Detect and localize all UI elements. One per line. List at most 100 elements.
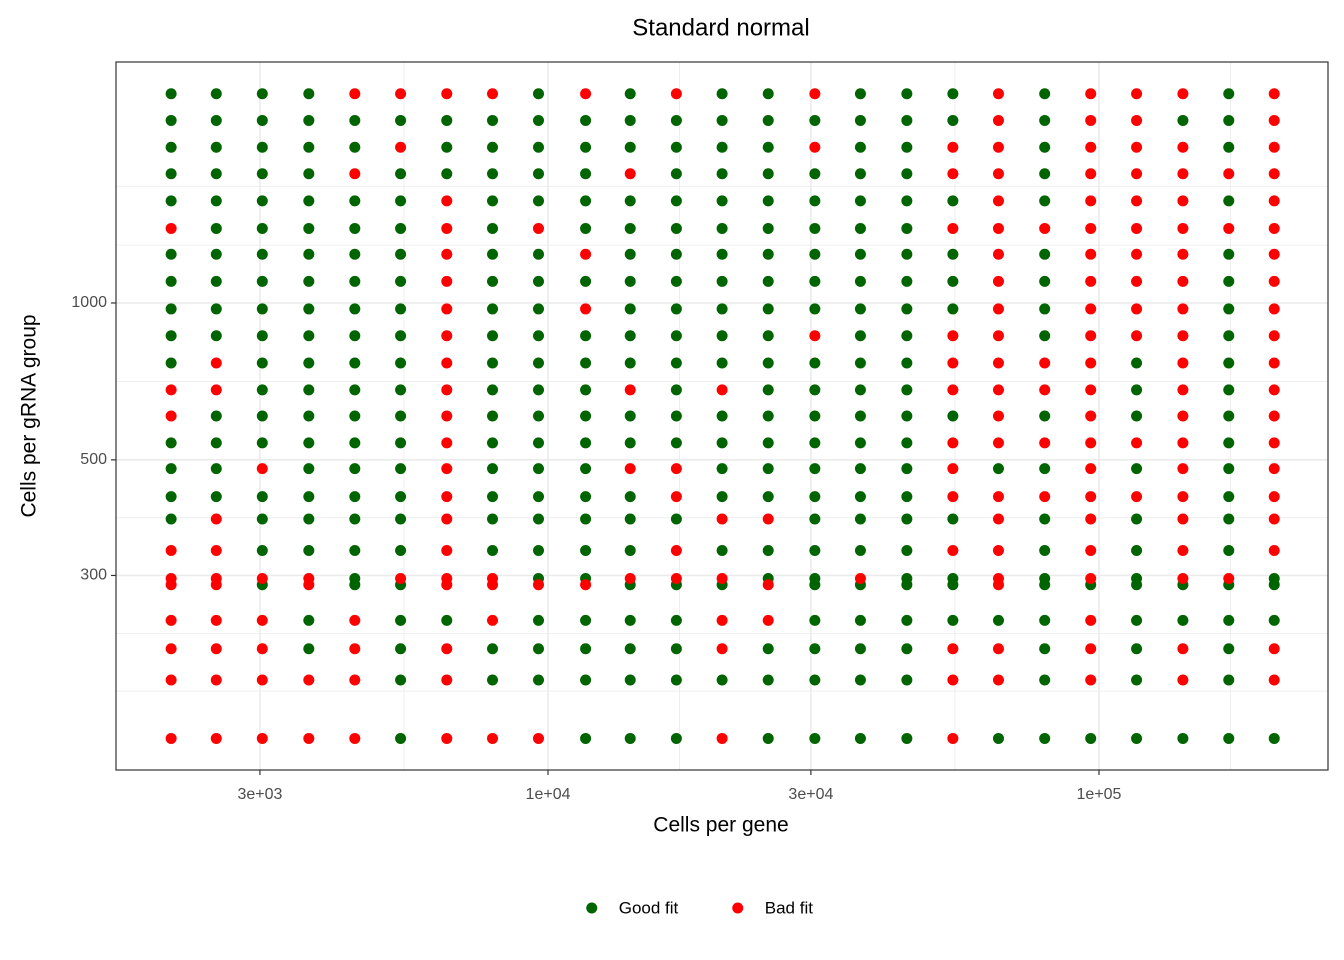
point — [1085, 437, 1097, 449]
point — [854, 437, 866, 449]
point — [395, 275, 407, 287]
point — [901, 357, 913, 369]
point — [1039, 579, 1051, 591]
point — [854, 544, 866, 556]
point — [809, 674, 821, 686]
point — [532, 463, 544, 475]
point — [716, 643, 728, 655]
point — [1131, 513, 1143, 525]
point — [854, 732, 866, 744]
point — [210, 141, 222, 153]
point — [670, 384, 682, 396]
point — [670, 303, 682, 315]
point — [809, 195, 821, 207]
point — [303, 248, 315, 260]
point — [303, 88, 315, 100]
point — [716, 330, 728, 342]
point — [854, 222, 866, 234]
point — [210, 114, 222, 126]
point — [256, 384, 268, 396]
point — [762, 248, 774, 260]
point — [487, 195, 499, 207]
point — [165, 330, 177, 342]
point — [670, 275, 682, 287]
point — [992, 195, 1004, 207]
point — [901, 643, 913, 655]
point — [532, 114, 544, 126]
point — [395, 614, 407, 626]
point — [992, 88, 1004, 100]
point — [1177, 491, 1189, 503]
point — [395, 303, 407, 315]
point — [256, 572, 268, 584]
point — [1131, 195, 1143, 207]
point — [901, 114, 913, 126]
point — [1268, 303, 1280, 315]
point — [624, 330, 636, 342]
point — [992, 463, 1004, 475]
point — [1223, 303, 1235, 315]
point — [716, 384, 728, 396]
point — [256, 491, 268, 503]
point — [716, 513, 728, 525]
point — [532, 248, 544, 260]
point — [1039, 463, 1051, 475]
point — [809, 168, 821, 180]
y-tick-label: 500 — [80, 451, 107, 468]
point — [947, 614, 959, 626]
point — [441, 303, 453, 315]
point — [580, 141, 592, 153]
point — [1223, 195, 1235, 207]
point — [487, 141, 499, 153]
point — [1039, 275, 1051, 287]
point — [1223, 114, 1235, 126]
point — [303, 222, 315, 234]
point — [901, 463, 913, 475]
point — [165, 674, 177, 686]
point — [532, 437, 544, 449]
point — [947, 222, 959, 234]
point — [1131, 463, 1143, 475]
point — [947, 437, 959, 449]
point — [441, 275, 453, 287]
point — [487, 275, 499, 287]
point — [992, 579, 1004, 591]
point — [947, 384, 959, 396]
point — [349, 330, 361, 342]
point — [441, 463, 453, 475]
point — [854, 572, 866, 584]
point — [854, 614, 866, 626]
y-tick-label: 300 — [80, 567, 107, 584]
point — [670, 357, 682, 369]
point — [992, 544, 1004, 556]
point — [349, 168, 361, 180]
point — [901, 303, 913, 315]
point — [1268, 437, 1280, 449]
point — [716, 674, 728, 686]
point — [165, 579, 177, 591]
point — [901, 222, 913, 234]
point — [532, 88, 544, 100]
point — [210, 195, 222, 207]
point — [349, 544, 361, 556]
point — [1223, 614, 1235, 626]
point — [670, 141, 682, 153]
point — [395, 410, 407, 422]
point — [1085, 303, 1097, 315]
point — [210, 643, 222, 655]
point — [670, 614, 682, 626]
point — [947, 643, 959, 655]
point — [441, 114, 453, 126]
point — [303, 513, 315, 525]
point — [1131, 410, 1143, 422]
point — [624, 437, 636, 449]
point — [1085, 544, 1097, 556]
point — [1131, 248, 1143, 260]
point — [1131, 732, 1143, 744]
point — [1177, 384, 1189, 396]
point — [992, 330, 1004, 342]
point — [165, 357, 177, 369]
point — [256, 88, 268, 100]
point — [762, 168, 774, 180]
point — [395, 248, 407, 260]
